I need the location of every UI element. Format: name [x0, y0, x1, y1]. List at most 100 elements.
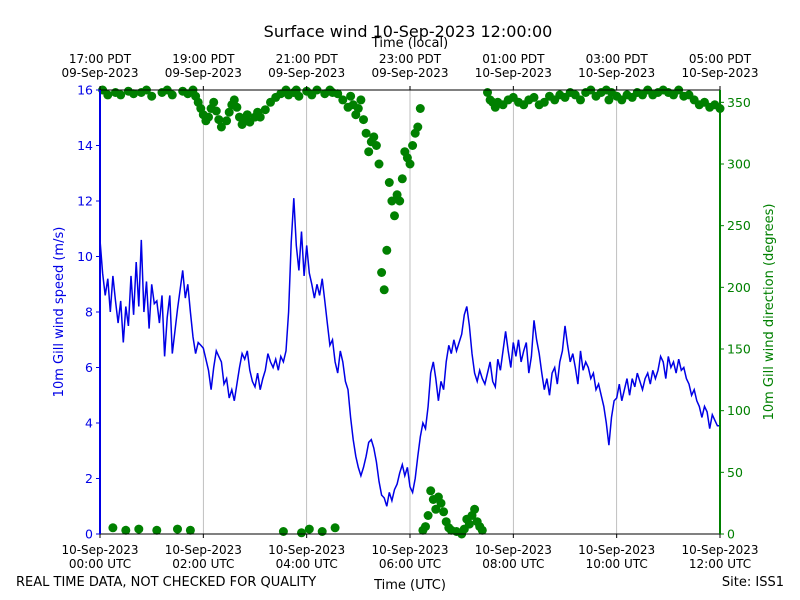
wind-direction-point — [224, 107, 234, 117]
wind-direction-point — [397, 174, 407, 184]
wind-direction-point — [470, 504, 480, 514]
wind-direction-point — [242, 110, 252, 120]
top-tick-time: 03:00 PDT — [586, 52, 649, 66]
top-tick-date: 10-Sep-2023 — [475, 66, 552, 80]
wind-direction-point — [229, 95, 239, 105]
wind-direction-point — [116, 90, 126, 100]
right-tick-label: 50 — [727, 465, 743, 480]
wind-direction-point — [147, 91, 157, 101]
bottom-tick-date: 10-Sep-2023 — [165, 543, 242, 557]
wind-direction-point — [353, 104, 363, 113]
wind-direction-point — [374, 159, 384, 169]
top-tick-time: 21:00 PDT — [276, 52, 339, 66]
top-tick-date: 09-Sep-2023 — [371, 66, 448, 80]
top-tick-time: 19:00 PDT — [172, 52, 235, 66]
wind-direction-point — [103, 90, 113, 100]
wind-direction-point — [338, 95, 348, 105]
wind-speed-line — [99, 198, 720, 507]
wind-direction-point — [377, 268, 387, 277]
bottom-tick-time: 02:00 UTC — [172, 557, 234, 571]
top-tick-time: 01:00 PDT — [482, 52, 545, 66]
wind-direction-point — [356, 95, 366, 105]
bottom-tick-time: 06:00 UTC — [379, 557, 441, 571]
data-quality-note: REAL TIME DATA, NOT CHECKED FOR QUALITY — [16, 575, 317, 590]
wind-direction-point — [211, 106, 221, 116]
right-tick-label: 200 — [727, 280, 751, 295]
bottom-tick-time: 00:00 UTC — [69, 557, 131, 571]
wind-direction-point — [297, 528, 306, 538]
wind-direction-point — [529, 92, 539, 102]
wind-direction-point — [204, 112, 213, 122]
left-tick-label: 12 — [77, 194, 93, 209]
wind-direction-point — [333, 89, 343, 99]
wind-direction-point — [222, 116, 232, 126]
left-tick-label: 10 — [77, 249, 93, 264]
wind-direction-point — [408, 141, 418, 150]
wind-direction-point — [330, 523, 340, 533]
left-tick-label: 16 — [77, 83, 93, 98]
wind-direction-point — [382, 245, 392, 255]
wind-direction-point — [185, 525, 195, 535]
right-y-axis-label: 10m Gill wind direction (degrees) — [762, 204, 777, 421]
bottom-tick-date: 10-Sep-2023 — [268, 543, 345, 557]
wind-direction-point — [415, 104, 425, 113]
bottom-tick-time: 10:00 UTC — [586, 557, 648, 571]
wind-direction-point — [439, 507, 449, 517]
right-tick-label: 350 — [727, 95, 751, 110]
wind-direction-point — [436, 498, 446, 508]
wind-direction-point — [134, 524, 144, 534]
bottom-tick-date: 10-Sep-2023 — [681, 543, 758, 557]
chart-title: Surface wind 10-Sep-2023 12:00:00 — [264, 22, 553, 41]
wind-direction-point — [395, 196, 405, 206]
top-tick-date: 09-Sep-2023 — [165, 66, 242, 80]
x-axis-label: Time (UTC) — [373, 578, 446, 593]
wind-direction-point — [387, 196, 397, 206]
left-tick-label: 6 — [85, 360, 93, 375]
top-tick-time: 17:00 PDT — [69, 52, 132, 66]
wind-direction-point — [421, 522, 430, 532]
top-tick-date: 09-Sep-2023 — [61, 66, 138, 80]
wind-direction-point — [431, 504, 441, 514]
wind-direction-point — [604, 95, 614, 105]
right-tick-label: 0 — [727, 527, 735, 542]
wind-direction-point — [167, 90, 177, 100]
wind-direction-point — [278, 527, 288, 536]
wind-direction-point — [209, 97, 219, 107]
bottom-tick-date: 10-Sep-2023 — [475, 543, 552, 557]
wind-direction-point — [255, 112, 265, 122]
wind-direction-point — [346, 91, 356, 101]
left-tick-label: 8 — [85, 305, 93, 320]
right-tick-label: 100 — [727, 403, 751, 418]
wind-direction-point — [260, 105, 270, 115]
wind-direction-point — [108, 523, 118, 533]
wind-direction-point — [152, 525, 162, 535]
wind-direction-point — [426, 486, 436, 496]
wind-direction-point — [317, 527, 327, 536]
top-tick-time: 23:00 PDT — [379, 52, 442, 66]
right-tick-label: 150 — [727, 342, 751, 357]
top-x-axis-label: Time (local) — [371, 36, 448, 51]
bottom-tick-time: 04:00 UTC — [276, 557, 338, 571]
wind-direction-point — [413, 122, 423, 132]
wind-direction-point — [121, 525, 131, 535]
bottom-tick-time: 08:00 UTC — [482, 557, 544, 571]
top-tick-date: 09-Sep-2023 — [268, 66, 345, 80]
wind-direction-point — [364, 147, 374, 157]
left-tick-label: 0 — [85, 527, 93, 542]
wind-direction-point — [539, 97, 549, 107]
left-tick-label: 14 — [77, 138, 93, 153]
wind-direction-point — [173, 524, 182, 534]
wind-direction-point — [405, 159, 415, 169]
wind-direction-point — [379, 285, 389, 295]
wind-direction-markers — [98, 85, 725, 539]
wind-direction-point — [371, 141, 381, 150]
top-tick-date: 10-Sep-2023 — [578, 66, 655, 80]
wind-direction-point — [390, 211, 399, 221]
wind-direction-point — [294, 91, 304, 101]
wind-direction-point — [464, 519, 474, 529]
bottom-tick-time: 12:00 UTC — [689, 557, 751, 571]
wind-direction-point — [129, 89, 139, 99]
wind-direction-point — [304, 524, 314, 534]
top-tick-time: 05:00 PDT — [689, 52, 752, 66]
